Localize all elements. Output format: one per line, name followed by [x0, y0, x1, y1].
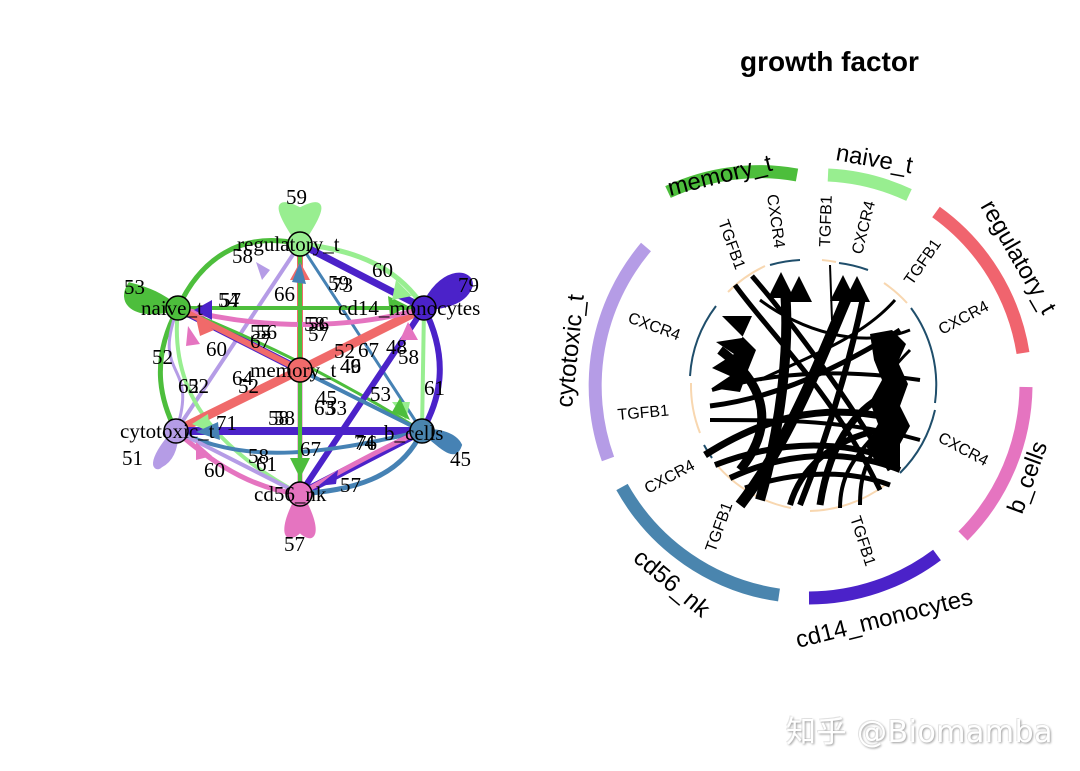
svg-text:58: 58 [304, 312, 325, 336]
sector-label-cd56-nk: cd56_nk [628, 544, 716, 624]
sector-arc-cytotoxic-t [588, 242, 651, 462]
sector-arc-cd14-monocytes [808, 549, 941, 605]
node-labels: regulatory_t naive_t cd14_monocytes memo… [120, 232, 480, 506]
gene-label-cxcr4-b-cells: CXCR4 [935, 430, 991, 471]
label-b-cells: b_cells [384, 421, 443, 445]
svg-text:53: 53 [124, 275, 145, 299]
svg-text:53: 53 [370, 382, 391, 406]
svg-text:58: 58 [398, 345, 419, 369]
svg-text:64: 64 [232, 366, 254, 390]
svg-text:62: 62 [178, 374, 199, 398]
sector-arc-memory-t [665, 165, 799, 198]
svg-text:52: 52 [188, 374, 209, 398]
svg-text:52: 52 [238, 374, 259, 398]
gene-label-tgfb1-naive-t: TGFB1 [817, 195, 836, 247]
svg-text:54: 54 [218, 288, 240, 312]
svg-text:45: 45 [316, 386, 337, 410]
svg-text:53: 53 [326, 396, 347, 420]
svg-text:57: 57 [308, 322, 329, 346]
node-naive-t [165, 295, 191, 321]
svg-text:59: 59 [328, 271, 349, 295]
svg-text:52: 52 [152, 345, 173, 369]
gene-label-cxcr4-regulatory-t: CXCR4 [936, 298, 992, 339]
svg-text:71: 71 [216, 411, 237, 435]
svg-text:67: 67 [358, 338, 379, 362]
svg-text:57: 57 [284, 532, 305, 556]
sector-arc-naive-t [827, 168, 912, 201]
sector-arcs [588, 165, 1033, 605]
cell-communication-network: 59 58 60 79 53 54 57 66 59 73 55 56 58 5… [120, 185, 480, 556]
sector-arc-cd56-nk [616, 483, 780, 602]
edge-weight-labels: 59 58 60 79 53 54 57 66 59 73 55 56 58 5… [122, 185, 479, 556]
svg-text:57: 57 [340, 473, 361, 497]
svg-text:59: 59 [286, 185, 307, 209]
chord-title: growth factor [740, 46, 919, 77]
node-b-cells [409, 418, 435, 444]
node-memory-t [287, 357, 313, 383]
svg-text:67: 67 [300, 437, 321, 461]
svg-text:79: 79 [458, 273, 479, 297]
svg-text:60: 60 [204, 458, 225, 482]
node-cd56-nk [287, 481, 313, 507]
network-edges [124, 202, 474, 539]
label-memory-t: memory_t [250, 358, 336, 382]
label-naive-t: naive_t [141, 296, 203, 320]
svg-text:46: 46 [340, 354, 361, 378]
label-cd14-monocytes: cd14_monocytes [338, 296, 480, 320]
svg-text:60: 60 [372, 258, 393, 282]
svg-text:58: 58 [268, 406, 289, 430]
gene-label-cxcr4-cd56-nk: CXCR4 [642, 457, 698, 498]
svg-text:63: 63 [314, 396, 335, 420]
sector-label-memory-t: memory_t [665, 150, 775, 202]
network-nodes [163, 231, 437, 507]
gene-label-cxcr4-naive-t: CXCR4 [849, 199, 879, 256]
label-regulatory-t: regulatory_t [237, 232, 340, 256]
watermark: 知乎 @Biomamba [786, 715, 1054, 750]
gene-label-tgfb1-cd14-monocytes: TGFB1 [846, 514, 878, 568]
svg-text:61: 61 [424, 376, 445, 400]
gene-label-cxcr4-memory-t: CXCR4 [763, 193, 787, 249]
svg-text:66: 66 [274, 282, 295, 306]
sector-label-cytotoxic-t: cytotoxic_t [551, 293, 590, 409]
node-regulatory-t [287, 231, 313, 257]
gene-label-tgfb1-cd56-nk: TGFB1 [703, 500, 737, 554]
svg-text:67: 67 [250, 329, 271, 353]
gene-label-tgfb1-regulatory-t: TGFB1 [901, 236, 945, 288]
chord-arrowheads [712, 272, 910, 468]
gene-label-tgfb1-cytotoxic-t: TGFB1 [617, 403, 670, 424]
svg-text:55: 55 [250, 320, 271, 344]
network-arrowheads [186, 262, 418, 486]
svg-text:49: 49 [340, 354, 361, 378]
svg-text:48: 48 [386, 335, 407, 359]
svg-text:51: 51 [122, 446, 143, 470]
node-cd14-monocytes [411, 295, 437, 321]
label-cytotoxic-t: cytotoxic_t [120, 419, 215, 443]
svg-text:61: 61 [256, 452, 277, 476]
svg-text:56: 56 [256, 320, 277, 344]
svg-text:45: 45 [450, 447, 471, 471]
svg-text:58: 58 [248, 444, 269, 468]
chord-diagram: TGFB1 CXCR4 TGFB1 CXCR4 TGFB1 CXCR4 CXCR… [551, 139, 1062, 654]
svg-text:52: 52 [334, 339, 355, 363]
svg-text:76: 76 [356, 431, 377, 455]
svg-text:74: 74 [354, 430, 376, 454]
svg-text:73: 73 [332, 273, 353, 297]
gene-label-tgfb1-memory-t: TGFB1 [714, 218, 748, 272]
chord-links [703, 264, 921, 509]
svg-text:57: 57 [220, 288, 241, 312]
node-cytotoxic-t [163, 418, 189, 444]
svg-text:60: 60 [206, 337, 227, 361]
svg-text:56: 56 [308, 312, 329, 336]
svg-text:58: 58 [232, 244, 253, 268]
svg-text:58: 58 [274, 406, 295, 430]
label-cd56-nk: cd56_nk [254, 482, 327, 506]
gene-label-cxcr4-cytotoxic-t: CXCR4 [626, 310, 683, 345]
sector-arc-b-cells [958, 386, 1033, 541]
sector-arc-regulatory-t [932, 206, 1030, 355]
